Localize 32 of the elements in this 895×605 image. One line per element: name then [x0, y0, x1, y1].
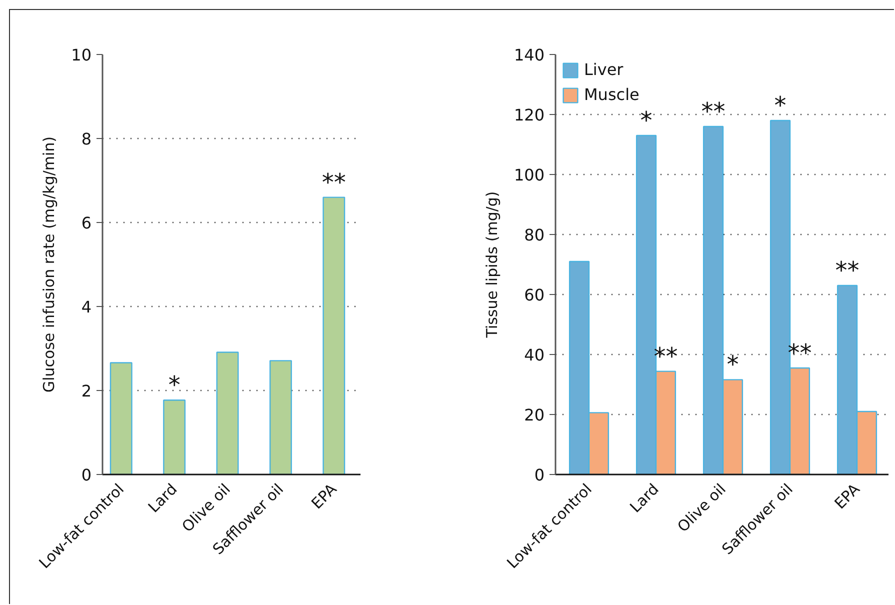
y-tick-label: 10 [71, 46, 92, 64]
y-axis-title: Tissue lipids (mg/g) [482, 191, 501, 339]
bar [163, 400, 186, 474]
y-tick-label: 120 [514, 106, 545, 124]
annotation: ** [322, 168, 346, 196]
x-tick-label: EPA [830, 480, 864, 513]
y-tick-label: 100 [514, 166, 545, 184]
y-axis-title: Glucose infusion rate (mg/kg/min) [40, 136, 58, 393]
y-tick-label: 140 [514, 46, 545, 64]
annotation: * [774, 92, 786, 120]
annotation: * [726, 350, 739, 379]
y-tick-label: 0 [81, 466, 92, 484]
y-tick-label: 6 [81, 214, 92, 232]
legend-label: Muscle [584, 85, 640, 104]
annotation: ** [835, 256, 860, 284]
y-tick-label: 0 [534, 466, 545, 484]
bar [110, 362, 132, 474]
bar [269, 360, 292, 474]
annotation: ** [701, 98, 726, 126]
bar [322, 196, 346, 474]
y-tick-label: 2 [81, 382, 92, 400]
legend-label: Liver [584, 60, 624, 79]
y-tick-label: 20 [524, 406, 544, 424]
x-tick-label: EPA [308, 480, 341, 513]
annotation: * [168, 371, 180, 400]
bar [216, 352, 239, 474]
y-tick-label: 8 [81, 130, 92, 148]
y-tick-label: 40 [524, 346, 544, 364]
y-tick-label: 80 [524, 226, 544, 244]
y-tick-label: 60 [524, 286, 544, 304]
annotation: * [640, 106, 652, 134]
y-tick-label: 4 [81, 298, 92, 316]
